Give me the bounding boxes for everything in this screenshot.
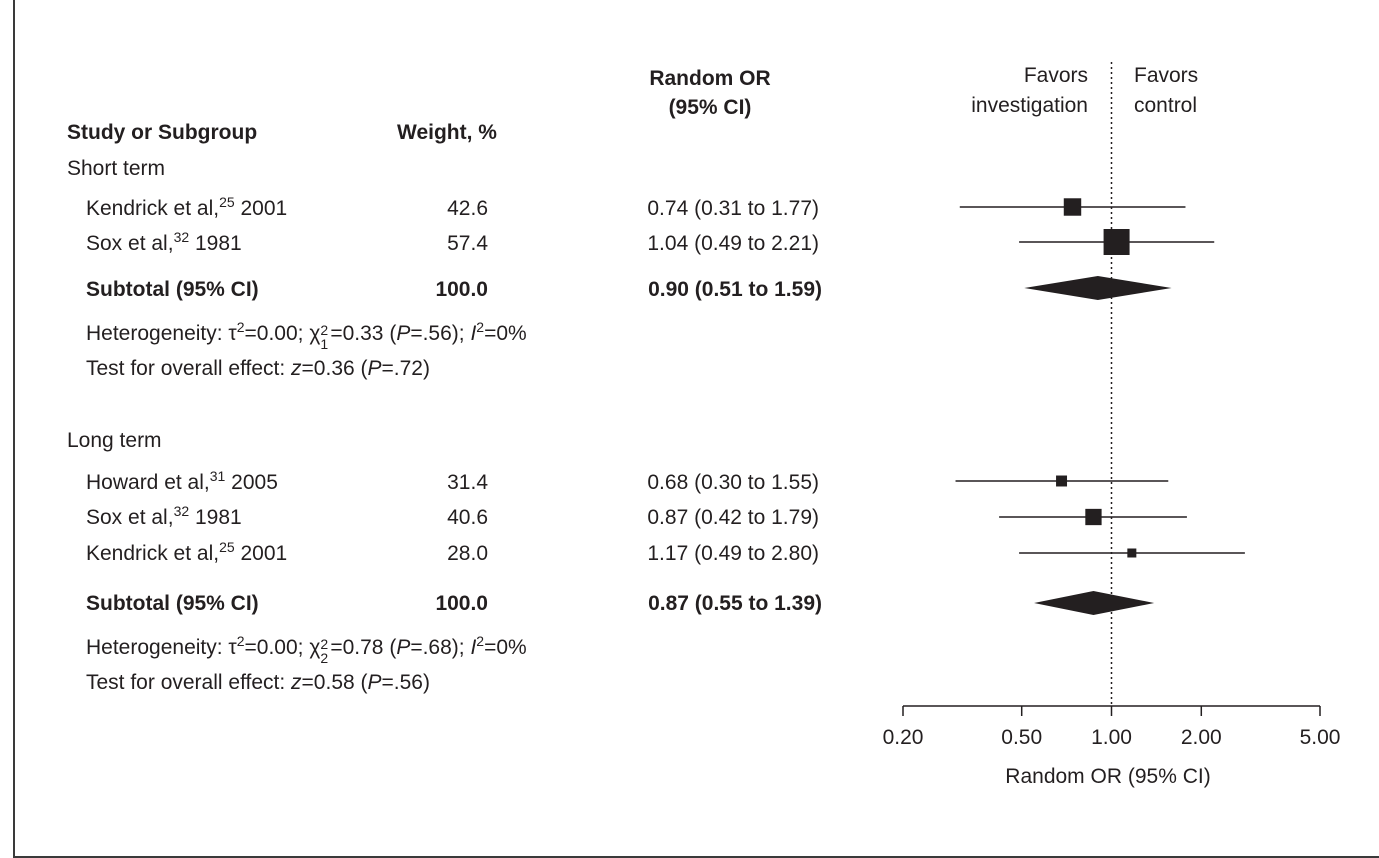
study-label: Sox et al,32 1981 xyxy=(86,503,242,529)
x-tick-label: 0.50 xyxy=(1001,726,1042,749)
point-estimate-marker xyxy=(1085,508,1102,526)
subtotal-ci: 0.90 (0.51 to 1.59) xyxy=(648,278,822,301)
x-tick-label: 1.00 xyxy=(1091,726,1132,749)
study-ci: 0.87 (0.42 to 1.79) xyxy=(647,506,819,529)
header-weight: Weight, % xyxy=(397,121,497,144)
study-label: Howard et al,31 2005 xyxy=(86,468,278,494)
overall-effect-text: Test for overall effect: z=0.58 (P=.56) xyxy=(86,671,430,694)
header-favors-right-2: control xyxy=(1134,94,1198,117)
study-ci: 0.68 (0.30 to 1.55) xyxy=(647,471,819,494)
heterogeneity-text: Heterogeneity: τ2=0.00; χ 2 2 =0.78 (P=.68)… xyxy=(86,633,527,666)
subtotal-diamond xyxy=(1024,276,1172,300)
header-favors-left-1: Favors xyxy=(1023,64,1088,87)
study-ci: 1.17 (0.49 to 2.80) xyxy=(647,542,819,565)
forest-plot: 0.20 0.50 1.00 2.00 5.00 Random OR (95% CI) xyxy=(883,62,1341,788)
x-tick-label: 5.00 xyxy=(1300,726,1341,749)
subtotal-weight: 100.0 xyxy=(435,278,488,301)
study-weight: 42.6 xyxy=(447,197,488,220)
heterogeneity-text: Heterogeneity: τ2=0.00; χ 2 1 =0.33 (P=.56)… xyxy=(86,319,527,352)
subtotal-ci: 0.87 (0.55 to 1.39) xyxy=(648,592,822,615)
study-label: Kendrick et al,25 2001 xyxy=(86,194,288,220)
study-label: Kendrick et al,25 2001 xyxy=(86,539,288,565)
x-tick-label: 0.20 xyxy=(883,726,924,749)
group-title-long-term: Long term xyxy=(67,429,162,452)
subtotal-diamond xyxy=(1034,591,1155,615)
point-estimate-marker xyxy=(1127,548,1137,558)
point-estimate-marker xyxy=(1056,475,1068,487)
study-ci: 1.04 (0.49 to 2.21) xyxy=(647,232,819,255)
study-weight: 31.4 xyxy=(447,471,488,494)
header-favors-right-1: Favors xyxy=(1134,64,1199,87)
subtotal-label: Subtotal (95% CI) xyxy=(86,278,259,301)
x-axis-label: Random OR (95% CI) xyxy=(1005,765,1210,788)
header-or-line2: (95% CI) xyxy=(668,96,752,119)
study-weight: 40.6 xyxy=(447,506,488,529)
group-title-short-term: Short term xyxy=(67,157,166,180)
study-ci: 0.74 (0.31 to 1.77) xyxy=(647,197,819,220)
subtotal-weight: 100.0 xyxy=(435,592,488,615)
header-or-line1: Random OR xyxy=(649,67,771,90)
header-favors-left-2: investigation xyxy=(971,94,1088,117)
subtotal-label: Subtotal (95% CI) xyxy=(86,592,259,615)
study-weight: 57.4 xyxy=(447,232,488,255)
study-weight: 28.0 xyxy=(447,542,488,565)
overall-effect-text: Test for overall effect: z=0.36 (P=.72) xyxy=(86,357,430,380)
header-study: Study or Subgroup xyxy=(67,121,258,144)
point-estimate-marker xyxy=(1103,229,1130,255)
x-tick-label: 2.00 xyxy=(1181,726,1222,749)
study-label: Sox et al,32 1981 xyxy=(86,229,242,255)
point-estimate-marker xyxy=(1063,198,1082,216)
